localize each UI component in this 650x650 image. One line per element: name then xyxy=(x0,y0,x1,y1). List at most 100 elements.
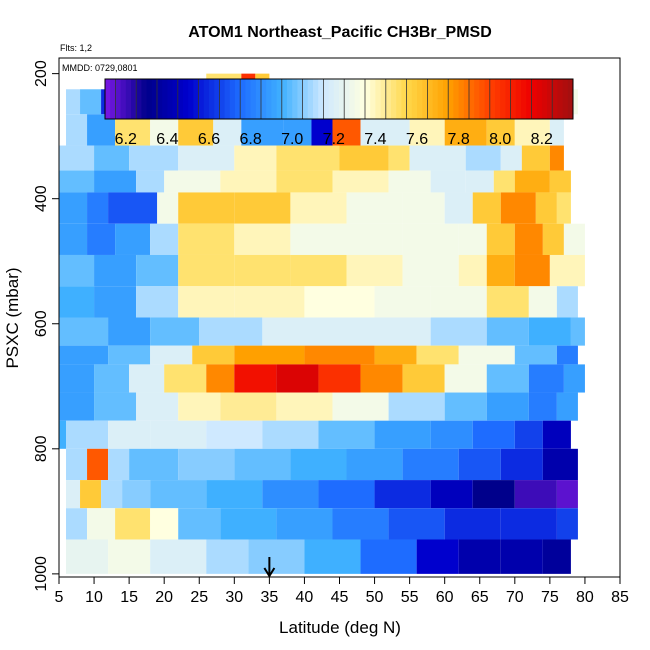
heatmap-cell xyxy=(234,192,291,224)
colorbar-tick-label: 8.0 xyxy=(489,131,511,148)
heatmap-cell xyxy=(332,392,389,421)
heatmap-cell xyxy=(248,539,305,574)
colorbar-swatch xyxy=(266,79,272,119)
colorbar-swatch xyxy=(235,79,241,119)
colorbar-swatch xyxy=(229,79,236,119)
heatmap-cell xyxy=(549,145,564,171)
heatmap-cell xyxy=(59,420,67,449)
heatmap-cell xyxy=(430,420,473,449)
colorbar-swatch xyxy=(401,79,407,119)
x-tick-label: 30 xyxy=(225,589,243,606)
heatmap-cell xyxy=(486,317,529,346)
heatmap-cell xyxy=(276,170,333,193)
heatmap-cell xyxy=(59,192,88,224)
heatmap-cell xyxy=(66,448,88,481)
colorbar-swatch xyxy=(422,79,428,119)
x-tick-label: 70 xyxy=(506,589,524,606)
heatmap-cell xyxy=(486,364,529,393)
y-axis-ticks: 200 400 600 800 1000 xyxy=(33,60,59,592)
colorbar-tick-label: 6.4 xyxy=(156,131,178,148)
colorbar-tick-label: 7.4 xyxy=(364,131,386,148)
colorbar-swatch xyxy=(125,79,132,119)
x-tick-label: 15 xyxy=(120,589,138,606)
heatmap-cell xyxy=(234,254,291,287)
heatmap-cell xyxy=(444,508,501,540)
heatmap-cell xyxy=(402,364,445,393)
heatmap-cell xyxy=(514,223,543,255)
heatmap-cell xyxy=(500,539,543,574)
heatmap-cell xyxy=(178,192,235,224)
heatmap-cell xyxy=(444,364,487,393)
colorbar-swatch xyxy=(281,79,288,119)
heatmap-cell xyxy=(430,286,487,318)
colorbar-swatch xyxy=(391,79,397,119)
colorbar-swatch xyxy=(510,79,517,119)
colorbar-swatch xyxy=(240,79,246,119)
heatmap-cell xyxy=(318,420,375,449)
heatmap-cell xyxy=(59,223,88,255)
x-tick-label: 60 xyxy=(436,589,454,606)
heatmap-cell xyxy=(178,223,235,255)
colorbar-swatch xyxy=(437,79,444,119)
heatmap-cells xyxy=(59,73,585,574)
heatmap-cell xyxy=(416,539,459,574)
heatmap-cell xyxy=(472,192,501,224)
colorbar-swatch xyxy=(110,79,116,119)
colorbar-swatch xyxy=(448,79,454,119)
heatmap-cell xyxy=(178,254,235,287)
heatmap-cell xyxy=(514,170,550,193)
heatmap-cell xyxy=(136,392,179,421)
x-axis-ticks: 5 10 15 20 25 30 35 40 45 50 55 60 65 70 75 80 85 xyxy=(55,577,629,606)
heatmap-cell xyxy=(178,145,235,171)
colorbar-tick-label: 8.2 xyxy=(531,131,553,148)
heatmap-cell xyxy=(108,192,158,224)
heatmap-cell xyxy=(66,89,81,115)
colorbar-swatch xyxy=(297,79,303,119)
heatmap-cell xyxy=(332,508,389,540)
heatmap-cell xyxy=(234,448,291,481)
heatmap-cell xyxy=(542,223,564,255)
heatmap-cell xyxy=(556,392,578,421)
colorbar-swatch xyxy=(531,79,537,119)
colorbar-swatch xyxy=(224,79,231,119)
x-tick-label: 20 xyxy=(155,589,173,606)
heatmap-cell xyxy=(465,145,501,171)
flights-label: Flts: 1,2 xyxy=(60,43,92,53)
heatmap-cell xyxy=(290,448,347,481)
colorbar-swatch xyxy=(214,79,220,119)
colorbar-swatch xyxy=(209,79,215,119)
heatmap-cell xyxy=(94,392,137,421)
heatmap-cell xyxy=(94,145,130,171)
colorbar-swatch xyxy=(489,79,496,119)
heatmap-cell xyxy=(150,508,179,540)
colorbar-swatch xyxy=(380,79,387,119)
colorbar-swatch xyxy=(157,79,163,119)
heatmap-cell xyxy=(402,192,445,224)
colorbar-swatch xyxy=(172,79,179,119)
heatmap-cell xyxy=(66,114,88,146)
colorbar-swatch xyxy=(136,79,142,119)
heatmap-cell xyxy=(94,170,137,193)
x-tick-label: 75 xyxy=(541,589,559,606)
heatmap-cell xyxy=(150,480,207,509)
heatmap-cell xyxy=(458,539,501,574)
colorbar-tick-label: 6.8 xyxy=(239,131,261,148)
colorbar-swatch xyxy=(271,79,277,119)
heatmap-cell xyxy=(87,192,109,224)
colorbar-swatch xyxy=(536,79,543,119)
colorbar-swatch xyxy=(198,79,205,119)
heatmap-cell xyxy=(514,345,557,365)
heatmap-cell xyxy=(500,192,536,224)
x-tick-label: 5 xyxy=(55,589,64,606)
colorbar-tick-label: 7.2 xyxy=(323,131,345,148)
heatmap-cell xyxy=(458,448,501,481)
heatmap-cell xyxy=(115,508,151,540)
heatmap-cell xyxy=(80,89,102,115)
x-tick-label: 85 xyxy=(611,589,629,606)
heatmap-cell xyxy=(136,170,165,193)
heatmap-cell xyxy=(486,392,529,421)
y-tick-label: 200 xyxy=(33,60,50,87)
heatmap-cell xyxy=(500,508,557,540)
heatmap-cell xyxy=(304,286,375,318)
colorbar: 6.2 6.4 6.6 6.8 7.0 7.2 7.4 7.6 7.8 8.0 8.2 xyxy=(104,78,574,148)
